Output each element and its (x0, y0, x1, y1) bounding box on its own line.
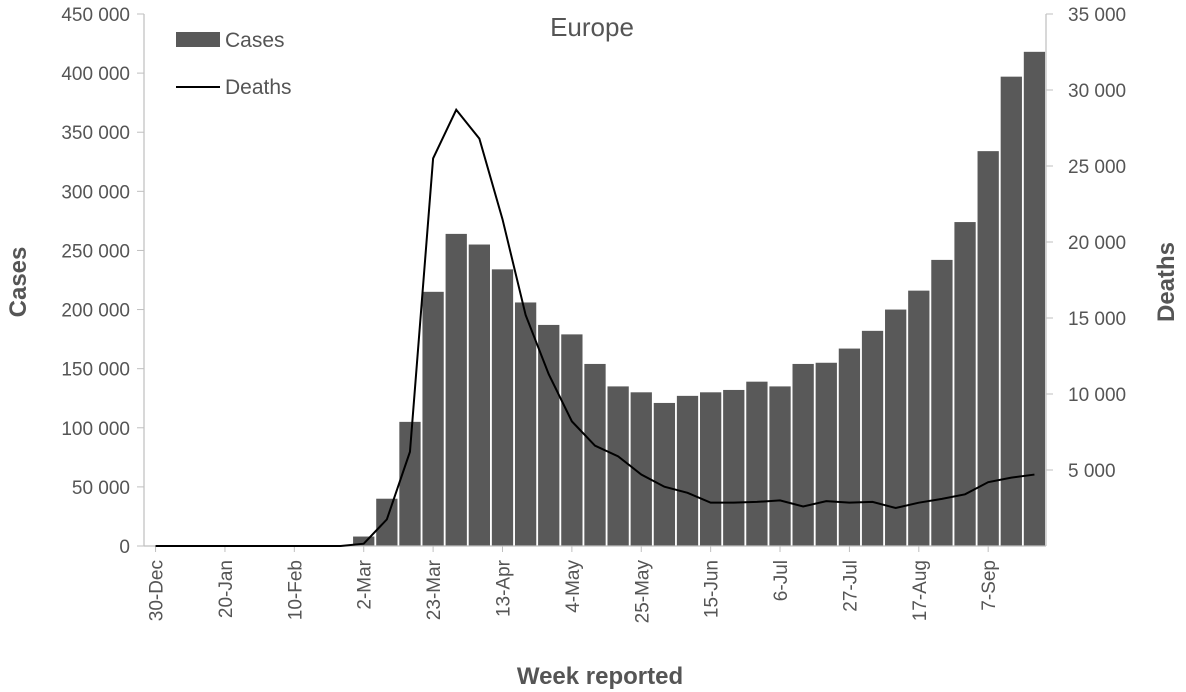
bar-cases-21-Sep (1023, 51, 1046, 546)
bar-cases-20-Jul (815, 362, 837, 546)
y2-axis-title: Deaths (1153, 242, 1180, 322)
y2-tick-label: 35 000 (1068, 5, 1126, 26)
bar-cases-13-Jul (792, 363, 814, 546)
x-tick-label: 20-Jan (216, 560, 237, 618)
x-tick-label: 10-Feb (285, 560, 306, 620)
bar-cases-13-Apr (491, 269, 514, 546)
y-tick-label: 200 000 (61, 301, 130, 322)
bar-cases-17-Aug (908, 290, 930, 546)
bar-cases-3-Aug (861, 330, 884, 546)
x-tick-label: 30-Dec (147, 560, 168, 621)
y2-tick-label: 20 000 (1068, 233, 1126, 254)
bar-cases-31-Aug (954, 222, 976, 546)
x-tick-label: 23-Mar (424, 559, 445, 620)
y2-tick-label: 30 000 (1068, 81, 1126, 102)
x-tick-label: 13-Apr (493, 559, 514, 617)
bar-cases-25-May (630, 392, 652, 546)
bar-cases-2-Mar (353, 536, 375, 546)
y-tick-label: 50 000 (72, 478, 130, 499)
bar-cases-15-Jun (700, 392, 722, 546)
bar-cases-23-Mar (422, 291, 444, 546)
bar-cases-10-Aug (885, 309, 907, 546)
bar-cases-27-Jul (838, 348, 861, 546)
bar-cases-6-Jul (769, 386, 791, 546)
x-tick-label: 6-Jul (771, 560, 792, 601)
bar-cases-14-Sep (1000, 76, 1022, 546)
y-tick-label: 300 000 (61, 182, 130, 203)
x-tick-label: 17-Aug (910, 560, 931, 621)
x-tick-label: 27-Jul (840, 560, 861, 612)
bar-cases-20-Apr (514, 302, 537, 546)
x-tick-label: 25-May (632, 560, 653, 624)
bar-cases-24-Aug (931, 259, 953, 546)
y-tick-label: 450 000 (61, 5, 130, 26)
y-tick-label: 0 (119, 537, 130, 558)
y2-tick-label: 10 000 (1068, 385, 1126, 406)
y-tick-label: 350 000 (61, 123, 130, 144)
bar-cases-9-Mar (376, 498, 398, 546)
bar-cases-16-Mar (399, 421, 421, 546)
bar-cases-6-Apr (468, 244, 490, 546)
legend-cases-label: Cases (225, 29, 285, 52)
y-tick-label: 150 000 (61, 360, 130, 381)
bars-group (353, 51, 1046, 546)
x-tick-label: 15-Jun (702, 560, 723, 618)
y-axis-title: Cases (5, 247, 32, 318)
deaths-series-line (155, 107, 1035, 547)
ticks-group: 0 50 000 100 000 150 000 200 000 250 000 300 0… (61, 5, 1126, 623)
bar-cases-1-Jun (653, 402, 676, 546)
x-tick-label: 7-Sep (979, 560, 1000, 611)
legend: Cases Deaths (176, 29, 292, 99)
bar-cases-7-Sep (977, 151, 999, 546)
legend-deaths-label: Deaths (225, 76, 292, 99)
bar-cases-8-Jun (676, 395, 699, 546)
legend-cases-swatch (176, 32, 220, 47)
y-tick-label: 400 000 (61, 64, 130, 85)
y-tick-label: 100 000 (61, 419, 130, 440)
y-tick-label: 250 000 (61, 241, 130, 262)
bar-cases-4-May (561, 334, 583, 546)
bar-cases-22-Jun (723, 389, 745, 546)
y2-tick-label: 15 000 (1068, 309, 1126, 330)
bar-cases-30-Mar (445, 233, 467, 546)
bar-cases-27-Apr (538, 324, 560, 546)
x-axis-title: Week reported (517, 663, 683, 690)
y2-tick-label: 25 000 (1068, 157, 1126, 178)
bar-cases-11-May (584, 363, 606, 546)
bar-cases-29-Jun (746, 381, 768, 546)
x-tick-label: 4-May (563, 560, 584, 613)
bar-cases-18-May (607, 386, 629, 546)
x-tick-label: 2-Mar (355, 559, 376, 609)
chart-title: Europe (550, 12, 634, 42)
y2-tick-label: 5 000 (1068, 461, 1116, 482)
